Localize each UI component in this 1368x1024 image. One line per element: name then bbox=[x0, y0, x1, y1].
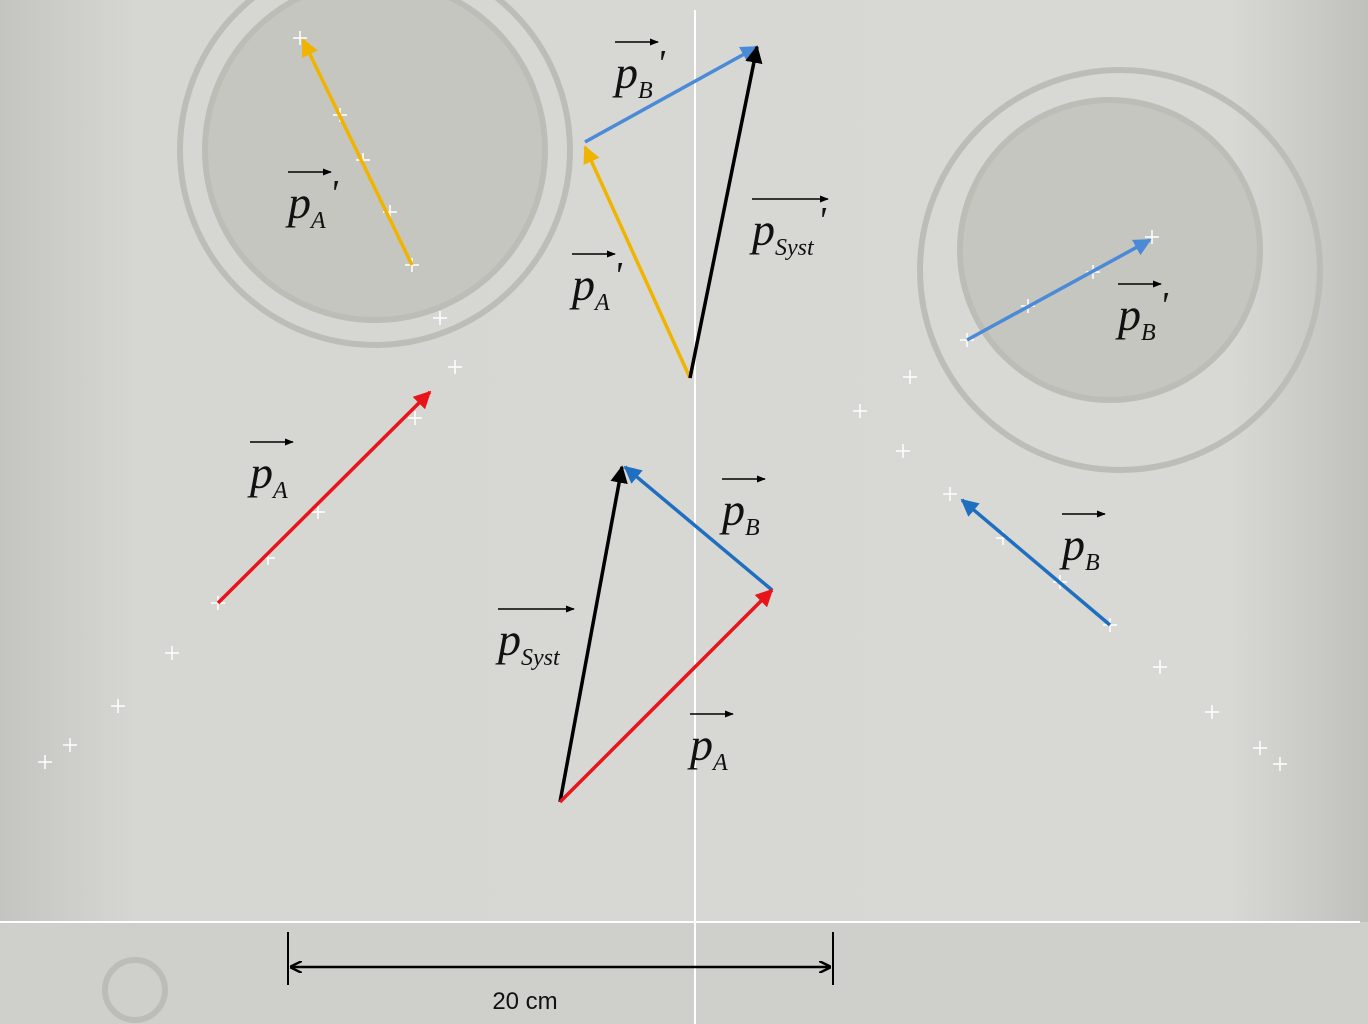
label-base: p bbox=[285, 177, 311, 228]
label-subscript: A bbox=[271, 478, 288, 504]
label-base: p bbox=[749, 204, 775, 255]
label-prime: ' bbox=[330, 173, 339, 215]
label-prime: ' bbox=[614, 255, 623, 297]
label-subscript: A bbox=[593, 290, 610, 316]
label-subscript: A bbox=[309, 208, 326, 234]
label-prime: ' bbox=[818, 200, 827, 242]
label-subscript: B bbox=[638, 78, 653, 104]
label-base: p bbox=[612, 47, 638, 98]
label-base: p bbox=[1115, 289, 1141, 340]
label-subscript: B bbox=[1085, 550, 1100, 576]
label-base: p bbox=[719, 484, 745, 535]
label-base: p bbox=[687, 719, 713, 770]
scale-label: 20 cm bbox=[492, 988, 557, 1015]
diagram: pA'pB'pSyst'pA'pB'pApBpSystpApB 20 cm bbox=[0, 0, 1368, 1024]
label-base: p bbox=[495, 614, 521, 665]
label-subscript: Syst bbox=[775, 235, 815, 261]
label-prime: ' bbox=[1160, 285, 1169, 327]
label-subscript: B bbox=[745, 515, 760, 541]
label-base: p bbox=[569, 259, 595, 310]
floor bbox=[0, 922, 1368, 1024]
label-subscript: Syst bbox=[521, 645, 561, 671]
label-base: p bbox=[247, 447, 273, 498]
page: pA'pB'pSyst'pA'pB'pApBpSystpApB 20 cm ((… bbox=[0, 0, 1368, 1024]
label-base: p bbox=[1059, 519, 1085, 570]
label-subscript: B bbox=[1141, 320, 1156, 346]
label-subscript: A bbox=[711, 750, 728, 776]
label-prime: ' bbox=[657, 43, 666, 85]
